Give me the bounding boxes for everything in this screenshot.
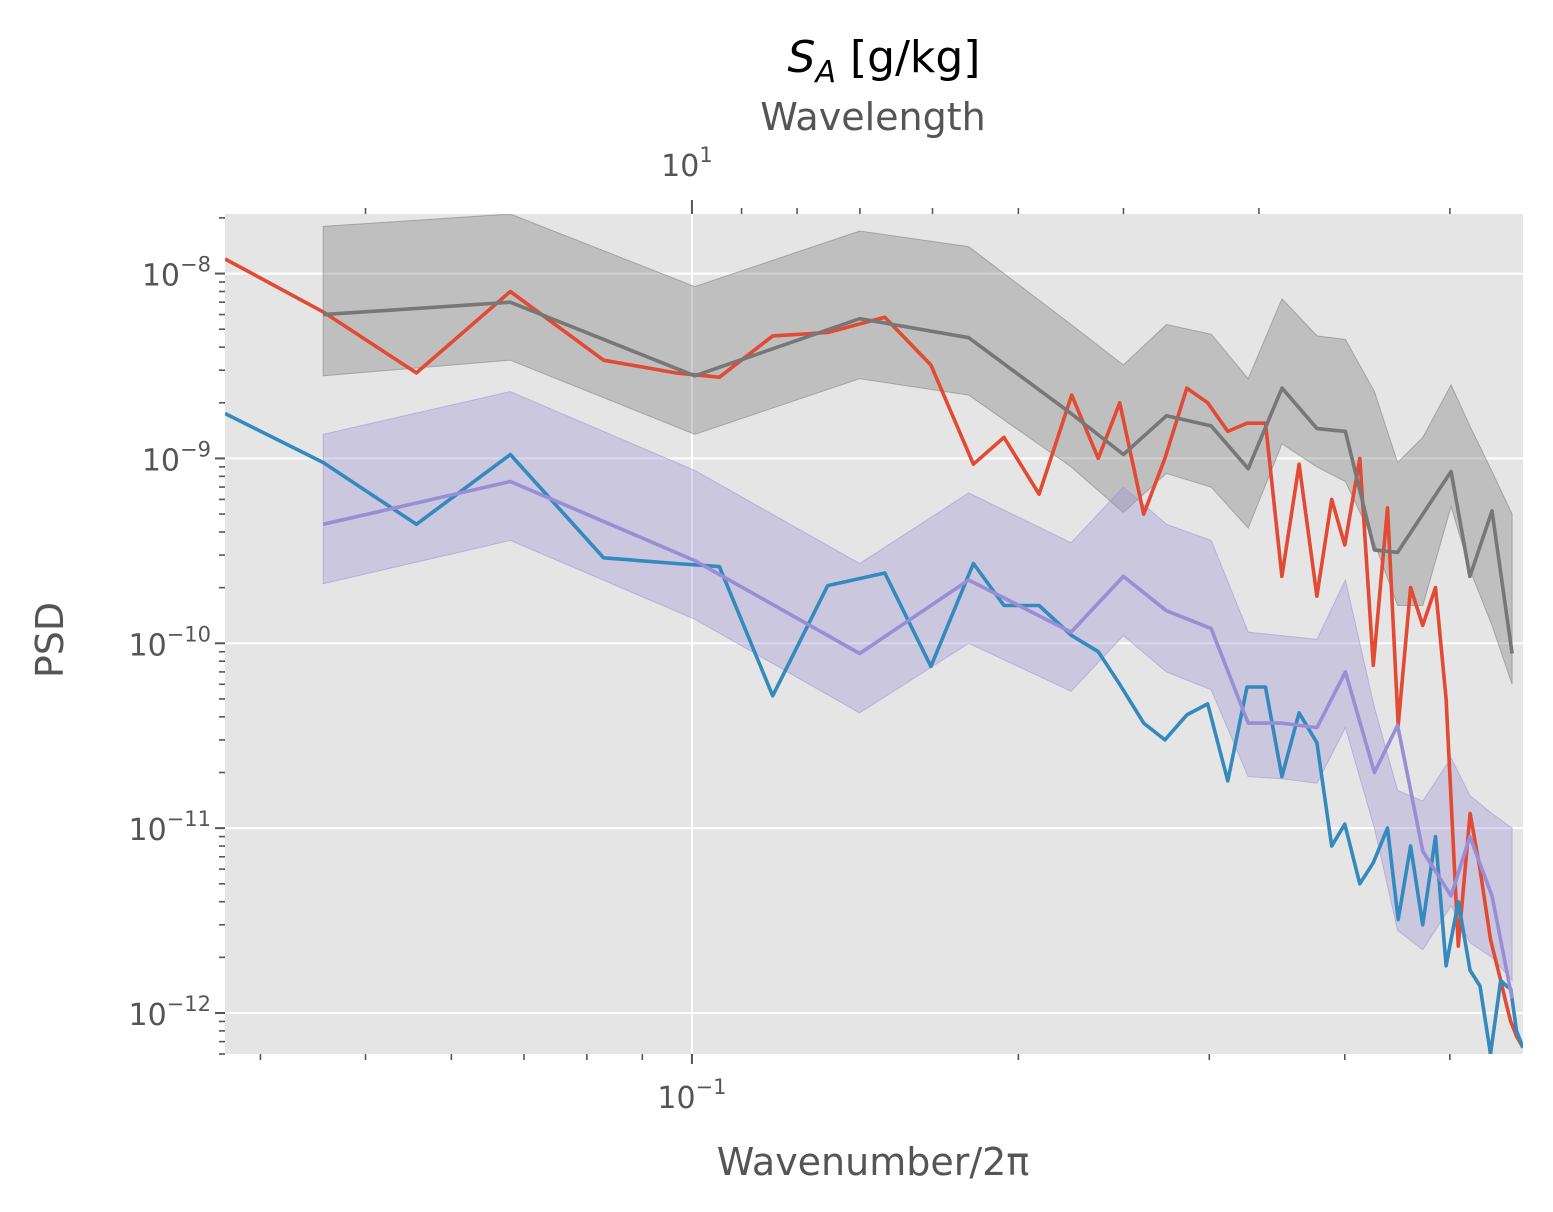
y-tick-label: 10−9	[142, 437, 211, 478]
y-tick-label: 10−10	[128, 622, 211, 663]
uncertainty-bands	[322, 214, 1513, 982]
series-line-2	[225, 411, 1523, 1054]
x-tick-label: 10−1	[657, 1075, 726, 1116]
y-tick-label: 10−8	[142, 253, 211, 294]
secondary-x-axis-label: Wavelength	[760, 95, 985, 139]
series-line-4	[322, 479, 1514, 999]
axis-ticks: 10−1 101 10−8 10−9 10−10 10−11 10−12	[128, 143, 1451, 1116]
uncertainty-band-1	[322, 214, 1513, 685]
series-line-1	[225, 257, 1523, 1049]
x-axis-label: Wavenumber/2π	[717, 1140, 1029, 1184]
y-tick-label: 10−12	[128, 992, 211, 1033]
y-tick-label: 10−11	[128, 807, 211, 848]
top-tick-label: 101	[661, 143, 713, 184]
plot-background	[225, 214, 1523, 1054]
y-axis-label: PSD	[28, 602, 72, 678]
series-line-3	[323, 300, 1514, 654]
uncertainty-band-2	[322, 391, 1513, 982]
data-series	[225, 257, 1523, 1054]
chart-title: SA [g/kg]	[788, 32, 981, 90]
